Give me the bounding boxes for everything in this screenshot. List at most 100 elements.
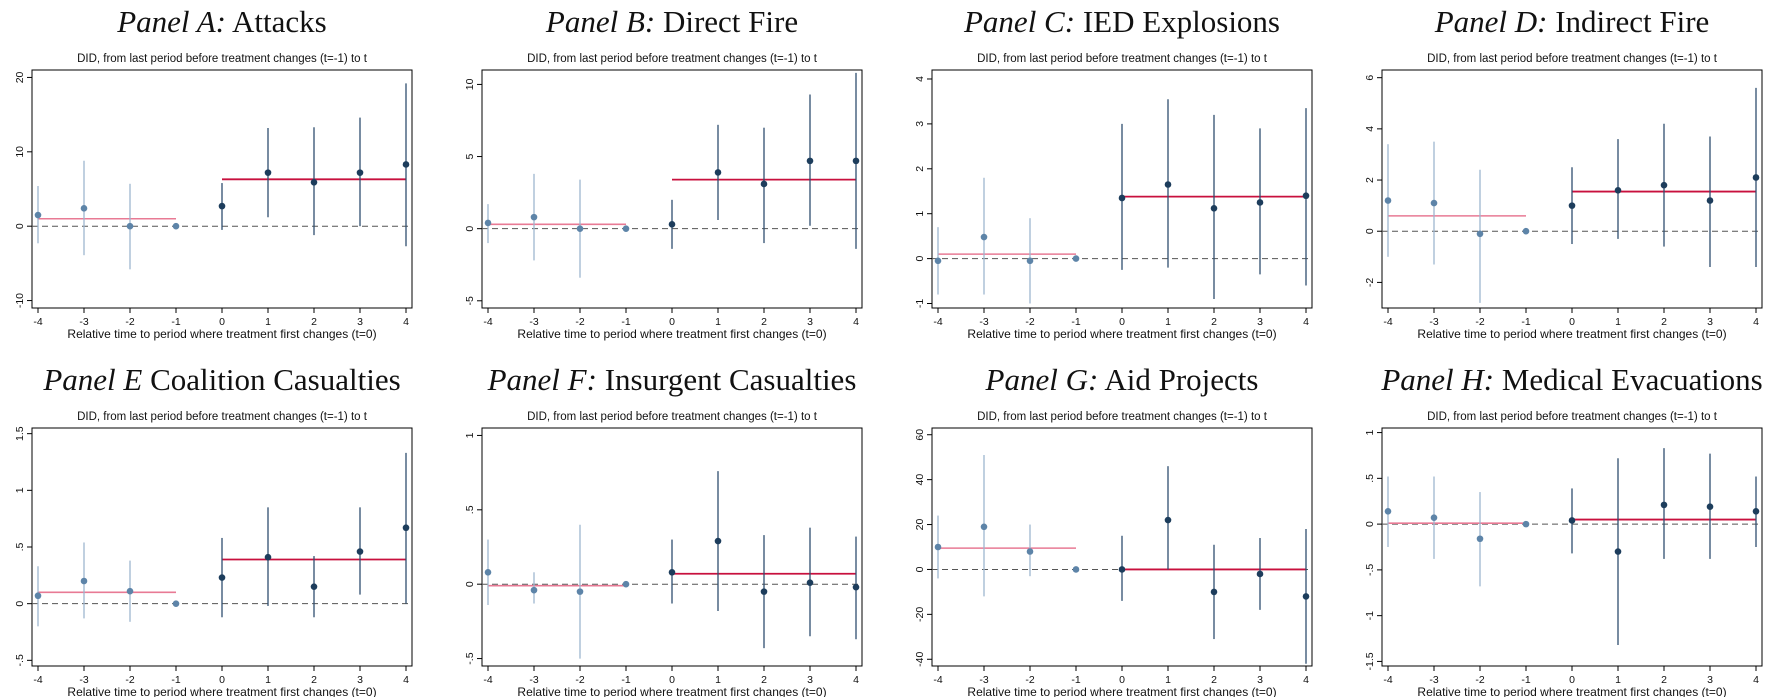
point-estimate (264, 553, 272, 561)
y-tick-label: -10 (14, 293, 26, 308)
x-tick-label: 3 (1257, 316, 1263, 328)
x-tick-label: -2 (575, 316, 584, 328)
x-tick-label: -3 (979, 674, 988, 686)
y-tick-label: -5 (464, 296, 476, 305)
x-tick-label: 2 (1661, 674, 1667, 686)
y-tick-label: 2 (1364, 177, 1376, 183)
point-estimate (1256, 199, 1264, 206)
panel-title-name: Medical Evacuations (1494, 362, 1763, 397)
x-tick-label: -4 (933, 316, 942, 328)
x-tick-label: -2 (1475, 674, 1484, 686)
x-tick-label: 3 (1707, 674, 1713, 686)
point-estimate (1568, 202, 1576, 209)
panel-title-name: Direct Fire (655, 4, 798, 39)
y-tick-label: .5 (14, 542, 26, 551)
x-tick-label: 1 (1165, 674, 1171, 686)
panel-1: Panel A: Attacks DID, from last period be… (14, 4, 413, 341)
panel-title-name: Aid Projects (1098, 362, 1258, 397)
panel-7: Panel G: Aid Projects DID, from last peri… (914, 362, 1313, 697)
point-estimate (402, 161, 410, 168)
point-estimate (1026, 257, 1034, 265)
x-tick-label: -2 (1025, 674, 1034, 686)
x-tick-label: 1 (265, 316, 271, 328)
point-estimate (576, 588, 584, 595)
point-estimate (1660, 501, 1668, 509)
x-tick-label: 2 (1211, 674, 1217, 686)
y-tick-label: 1 (914, 211, 926, 217)
y-tick-label: 3 (914, 121, 926, 127)
x-tick-label: 4 (853, 674, 859, 686)
x-tick-label: -2 (125, 674, 134, 686)
point-estimate (80, 205, 88, 212)
point-estimate (1256, 570, 1264, 578)
panel-title-prefix: Panel G: (985, 362, 1099, 397)
point-estimate (668, 221, 676, 228)
point-estimate (1752, 174, 1760, 181)
x-axis-label: Relative time to period where treatment … (967, 327, 1276, 341)
x-tick-label: -3 (79, 316, 88, 328)
x-tick-label: -1 (1521, 316, 1530, 328)
panel-subtitle: DID, from last period before treatment c… (977, 411, 1268, 423)
x-axis-label: Relative time to period where treatment … (517, 327, 826, 341)
panel-subtitle: DID, from last period before treatment c… (77, 53, 368, 65)
point-estimate (1302, 593, 1310, 600)
panel-subtitle: DID, from last period before treatment c… (77, 411, 368, 423)
y-tick-label: -20 (914, 607, 926, 622)
panel-title: Panel C: IED Explosions (963, 4, 1280, 39)
point-estimate (714, 537, 722, 545)
y-tick-label: 20 (14, 71, 26, 83)
x-axis-label: Relative time to period where treatment … (1417, 327, 1726, 341)
point-estimate (1302, 192, 1310, 200)
panel-title-prefix: Panel D: (1434, 4, 1548, 39)
panel-title: Panel A: Attacks (116, 4, 327, 39)
y-tick-label: 0 (14, 223, 26, 229)
panel-title-prefix: Panel C: (963, 4, 1075, 39)
point-estimate (356, 169, 364, 176)
point-estimate (1568, 517, 1576, 524)
panel-subtitle: DID, from last period before treatment c… (977, 53, 1268, 65)
x-tick-label: 1 (1615, 316, 1621, 328)
point-estimate (172, 600, 180, 607)
point-estimate (668, 568, 676, 576)
panel-title-prefix: Panel B: (545, 4, 655, 39)
point-estimate (1210, 205, 1218, 212)
y-tick-label: 4 (1364, 126, 1376, 132)
point-estimate (1706, 197, 1714, 204)
x-tick-label: 3 (807, 316, 813, 328)
panel-4: Panel D: Indirect Fire DID, from last per… (1364, 4, 1763, 341)
y-tick-label: 10 (14, 146, 26, 158)
x-tick-label: -2 (125, 316, 134, 328)
panel-title: Panel F: Insurgent Casualties (487, 362, 857, 397)
panel-title-prefix: Panel A: (116, 4, 226, 39)
x-tick-label: 0 (1119, 316, 1125, 328)
x-tick-label: 0 (219, 674, 225, 686)
y-tick-label: -1 (1364, 611, 1376, 620)
panel-title-prefix: Panel E (42, 362, 142, 397)
y-tick-label: -1 (914, 299, 926, 308)
x-tick-label: -1 (1071, 316, 1080, 328)
y-tick-label: -40 (914, 652, 926, 667)
y-tick-label: -.5 (1364, 564, 1376, 576)
x-tick-label: 4 (853, 316, 859, 328)
y-tick-label: -1.5 (1364, 652, 1376, 670)
point-estimate (934, 257, 942, 265)
point-estimate (1384, 197, 1392, 204)
panel-title-name: Attacks (226, 4, 327, 39)
x-tick-label: -1 (171, 316, 180, 328)
x-tick-label: -2 (575, 674, 584, 686)
y-tick-label: -.5 (14, 654, 26, 666)
point-estimate (1660, 181, 1668, 189)
x-tick-label: -2 (1475, 316, 1484, 328)
point-estimate (1072, 255, 1080, 262)
point-estimate (402, 524, 410, 532)
panel-3: Panel C: IED Explosions DID, from last pe… (914, 4, 1313, 341)
x-tick-label: 1 (1165, 316, 1171, 328)
point-estimate (126, 222, 134, 230)
x-tick-label: 4 (1753, 316, 1759, 328)
point-estimate (806, 157, 814, 165)
point-estimate (1430, 199, 1438, 207)
x-tick-label: 2 (311, 674, 317, 686)
panel-subtitle: DID, from last period before treatment c… (527, 53, 818, 65)
y-tick-label: 0 (1364, 228, 1376, 234)
panel-subtitle: DID, from last period before treatment c… (527, 411, 818, 423)
